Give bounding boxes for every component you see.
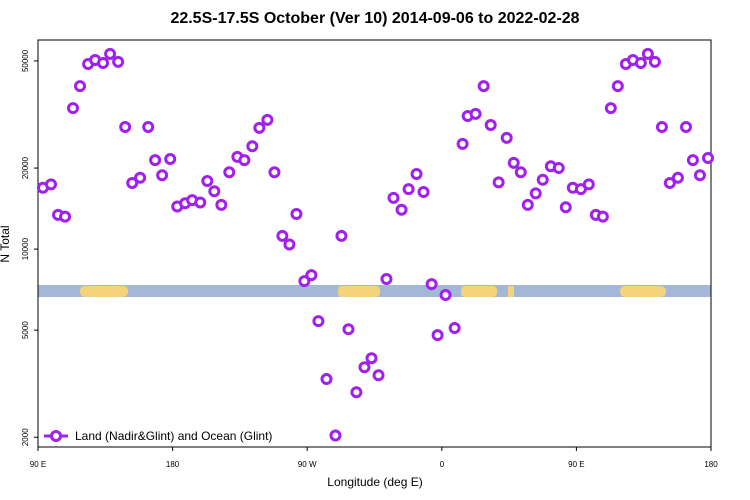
point (380, 273, 393, 286)
point (126, 176, 139, 189)
point (500, 131, 513, 144)
point (320, 373, 333, 386)
point (261, 113, 274, 126)
point (119, 121, 132, 134)
legend: Land (Nadir&Glint) and Ocean (Glint) (44, 429, 272, 443)
legend-label: Land (Nadir&Glint) and Ocean (Glint) (75, 429, 272, 443)
y-tick-label: 50000 (21, 49, 30, 72)
point (648, 55, 661, 68)
point (611, 80, 624, 93)
y-tick-label: 5000 (21, 321, 30, 339)
point (329, 429, 342, 442)
point (335, 229, 348, 242)
point (246, 140, 259, 153)
point (201, 175, 214, 188)
point (238, 154, 251, 167)
x-axis-title: Longitude (deg E) (327, 475, 422, 489)
point (529, 187, 542, 200)
y-axis-title: N Total (0, 225, 12, 262)
point (448, 322, 461, 335)
point (156, 169, 169, 182)
x-tick-label: 0 (440, 460, 445, 469)
point (358, 361, 371, 374)
point (134, 171, 147, 184)
point (514, 166, 527, 179)
land-ocean-strip (38, 285, 711, 297)
point (372, 369, 385, 382)
point (208, 185, 221, 198)
x-tick-label: 180 (704, 460, 718, 469)
point (702, 151, 715, 164)
point (402, 183, 415, 196)
y-tick-label: 20000 (21, 156, 30, 179)
chart-title: 22.5S-17.5S October (Ver 10) 2014-09-06 … (170, 10, 579, 27)
point (342, 323, 355, 336)
point (439, 289, 452, 302)
point (290, 208, 303, 221)
point (223, 166, 236, 179)
point (59, 210, 72, 223)
point (283, 238, 296, 251)
y-tick-label: 2000 (21, 428, 30, 446)
point (634, 57, 647, 70)
point (164, 153, 177, 166)
point (215, 198, 228, 211)
point (559, 201, 572, 214)
point (253, 121, 266, 134)
point (596, 210, 609, 223)
point (312, 315, 325, 328)
point (693, 169, 706, 182)
point (507, 156, 520, 169)
point (680, 121, 693, 134)
point (477, 80, 490, 93)
x-tick-label: 90 E (568, 460, 584, 469)
point (484, 119, 497, 132)
legend-marker (50, 430, 62, 442)
point (268, 166, 281, 179)
point (582, 178, 595, 191)
point (641, 47, 654, 60)
point (655, 121, 668, 134)
point (104, 47, 117, 60)
y-tick-label: 10000 (21, 237, 30, 260)
x-tick-label: 90 E (30, 460, 46, 469)
point (552, 162, 565, 175)
point (686, 154, 699, 167)
point (521, 198, 534, 211)
point (149, 154, 162, 167)
point (417, 185, 430, 198)
point (350, 386, 363, 399)
point (97, 57, 110, 70)
point (276, 229, 289, 242)
point (456, 137, 469, 150)
point (74, 80, 87, 93)
plot-frame (37, 39, 712, 448)
point (387, 191, 400, 204)
point (671, 171, 684, 184)
point (112, 55, 125, 68)
point (410, 168, 423, 181)
point (395, 203, 408, 216)
point (536, 173, 549, 186)
point (425, 278, 438, 291)
point (431, 329, 444, 342)
point (142, 121, 155, 134)
point (45, 178, 58, 191)
point (663, 176, 676, 189)
x-tick-label: 90 W (298, 460, 317, 469)
point (604, 102, 617, 115)
x-tick-label: 180 (166, 460, 180, 469)
point (305, 269, 318, 282)
point (492, 176, 505, 189)
point (469, 107, 482, 120)
point (365, 352, 378, 365)
point (298, 275, 311, 288)
point (194, 196, 207, 209)
point (66, 102, 79, 115)
